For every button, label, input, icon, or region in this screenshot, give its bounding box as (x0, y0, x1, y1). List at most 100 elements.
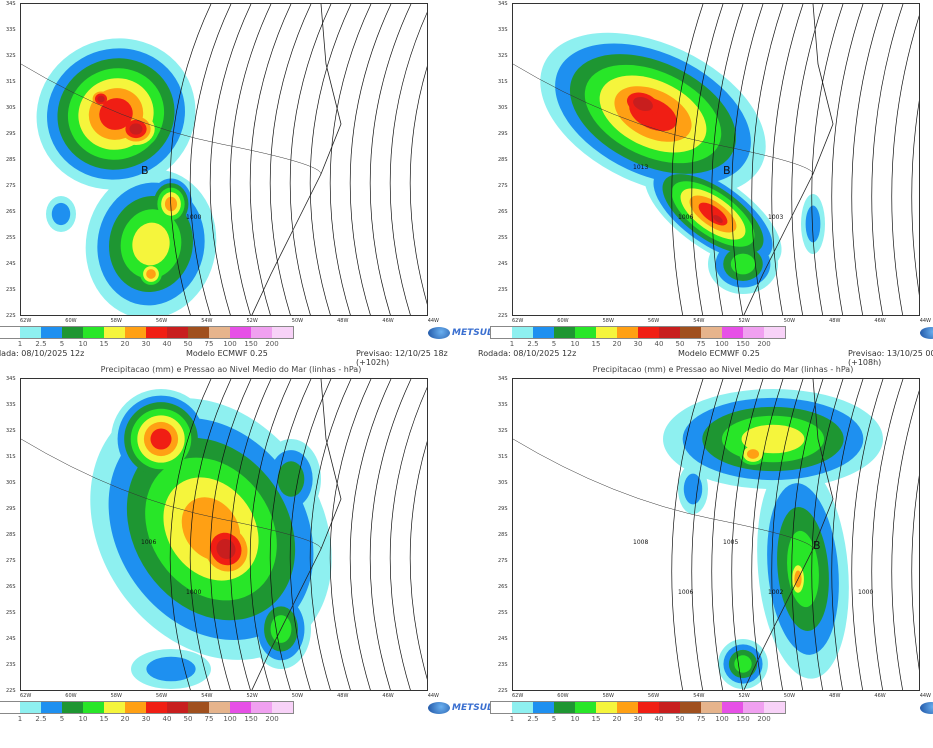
colorbar-label: 150 (736, 715, 750, 723)
isobar-line (349, 4, 392, 315)
colorbar-swatch (659, 327, 680, 338)
colorbar-swatch (251, 702, 272, 713)
logo-text: METSUL (452, 328, 493, 338)
isobar-line (891, 390, 919, 690)
isobar-line (369, 4, 412, 315)
forecast-time: Previsao: 12/10/25 18z (+102h) (356, 349, 448, 367)
latitude-label: 26S (498, 209, 508, 215)
isobar-line (289, 379, 332, 690)
colorbar-swatch (20, 327, 41, 338)
longitude-label: 48W (337, 693, 349, 699)
colorbar-label: 30 (141, 340, 151, 348)
latitude-label: 32S (6, 428, 16, 434)
colorbar-label: 30 (633, 340, 643, 348)
colorbar-swatch (0, 702, 20, 713)
colorbar-label: 5 (59, 715, 65, 723)
longitude-label: 60W (557, 693, 569, 699)
latitude-label: 30S (6, 105, 16, 111)
colorbar-label: 15 (99, 715, 109, 723)
colorbar-label: 2.5 (527, 340, 539, 348)
colorbar-swatch (722, 702, 743, 713)
colorbar-swatch (617, 702, 638, 713)
longitude-label: 46W (874, 693, 886, 699)
pressure-label: 1000 (858, 589, 874, 596)
longitude-label: 60W (65, 318, 77, 324)
colorbar (0, 326, 294, 339)
colorbar-swatch (125, 327, 146, 338)
isobar-line (409, 441, 427, 680)
metsul-logo: METSUL (920, 702, 933, 714)
isobar-line (309, 4, 352, 315)
colorbar-swatch (659, 702, 680, 713)
colorbar-swatch (533, 702, 554, 713)
isobar-line (751, 4, 784, 315)
colorbar-swatch (701, 702, 722, 713)
colorbar-swatch (41, 702, 62, 713)
colorbar-swatch (251, 327, 272, 338)
pressure-label: 1000 (186, 589, 202, 596)
isobar-line (791, 4, 824, 315)
map-title: Precipitacao (mm) e Pressao ao Nivel Med… (592, 365, 854, 374)
colorbar-label: 200 (265, 340, 279, 348)
isobar-line (831, 379, 864, 690)
latitude-label: 28S (6, 157, 16, 163)
longitude-label: 56W (155, 318, 168, 324)
colorbar-label: 10 (570, 340, 580, 348)
longitude-label: 52W (738, 318, 750, 324)
colorbar-label: 10 (78, 340, 88, 348)
longitude-label: 52W (738, 693, 750, 699)
latitude-label: 31S (6, 454, 16, 460)
isobar-line (189, 379, 232, 690)
latitude-label: 25S (6, 235, 16, 241)
colorbar-swatch (83, 327, 104, 338)
longitude-label: 48W (829, 318, 841, 324)
colorbar-label: 200 (757, 715, 771, 723)
pressure-label: 1003 (768, 214, 784, 221)
longitude-label: 62W (512, 693, 524, 699)
colorbar-label: 40 (162, 715, 172, 723)
forecast-panel: Precipitacao (mm) e Pressao ao Nivel Med… (478, 365, 933, 748)
model-name: Modelo ECMWF 0.25 (186, 349, 268, 358)
longitude-label: 50W (783, 693, 796, 699)
longitude-label: 56W (155, 693, 168, 699)
longitude-label: 46W (382, 318, 394, 324)
isobar-line (189, 4, 232, 315)
latitude-label: 30S (6, 480, 16, 486)
latitude-label: 31S (498, 79, 508, 85)
colorbar-label: 200 (265, 715, 279, 723)
longitude-label: 50W (291, 693, 304, 699)
colorbar (490, 326, 786, 339)
run-date: Rodada: 08/10/2025 12z (0, 349, 85, 358)
colorbar-label: 2.5 (35, 715, 47, 723)
longitude-label: 44W (919, 318, 931, 324)
colorbar-label: 100 (715, 715, 729, 723)
isobar-line (711, 379, 744, 690)
latitude-label: 29S (498, 506, 508, 512)
colorbar (490, 701, 786, 714)
colorbar-label: 1 (509, 340, 515, 348)
longitude-label: 58W (602, 318, 614, 324)
colorbar-swatch (596, 702, 617, 713)
longitude-label: 54W (201, 693, 213, 699)
colorbar-label: 100 (223, 340, 237, 348)
isobar-line (911, 475, 919, 671)
colorbar-swatch (209, 702, 230, 713)
longitude-label: 44W (427, 318, 439, 324)
colorbar-label: 15 (591, 715, 601, 723)
colorbar-swatch (617, 327, 638, 338)
colorbar-label: 50 (675, 340, 685, 348)
isobar-line (891, 15, 919, 315)
forecast-panel: Precipitacao (mm) e Pressao ao Nivel Med… (0, 365, 493, 748)
colorbar-swatch (575, 327, 596, 338)
colorbar-swatch (62, 327, 83, 338)
precip-area (730, 253, 756, 275)
colorbar-swatch (146, 327, 167, 338)
precip-area (146, 269, 156, 279)
latitude-label: 22S (6, 688, 16, 694)
latitude-label: 30S (498, 480, 508, 486)
latitude-label: 24S (498, 261, 508, 267)
colorbar-swatch (209, 327, 230, 338)
colorbar-label: 5 (551, 340, 557, 348)
precip-area (129, 123, 143, 135)
colorbar-label: 75 (696, 715, 706, 723)
